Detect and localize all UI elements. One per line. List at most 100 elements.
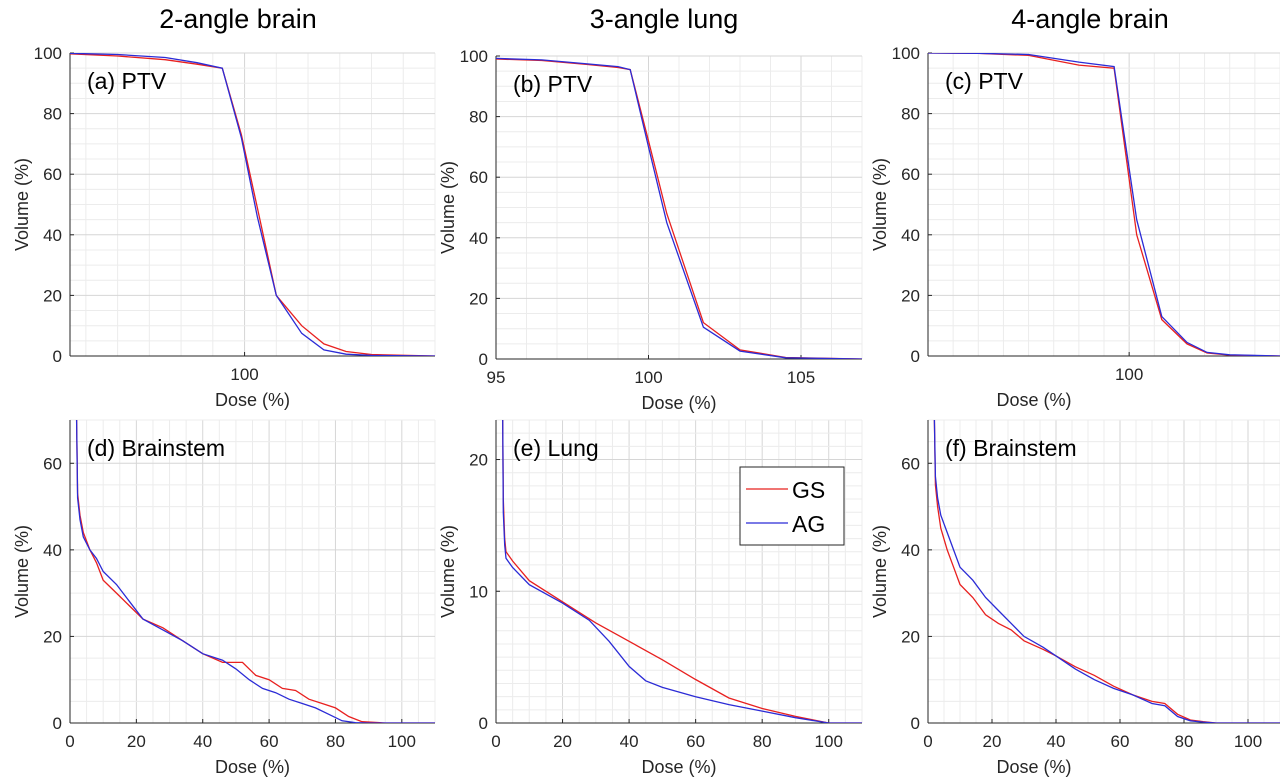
panel-a: 100 0 20 40 60 80 100 Dose (%) Volume (%) (a) PTV — [12, 44, 436, 410]
series-line-ag — [496, 57, 862, 359]
grid-b — [495, 55, 863, 360]
y-axis-label: Volume (%) — [12, 158, 32, 251]
y-axis-label: Volume (%) — [870, 158, 890, 251]
x-axis-label: Dose (%) — [215, 390, 290, 410]
series-line-gs — [933, 420, 1280, 723]
panel-label: (f) Brainstem — [945, 435, 1077, 461]
y-axis-label: Volume (%) — [12, 525, 32, 618]
x-tick-label: 60 — [260, 732, 279, 751]
y-tick-label: 80 — [43, 105, 62, 124]
column-title-2: 3-angle lung — [589, 4, 739, 34]
x-axis-label: Dose (%) — [215, 757, 290, 777]
series-line-ag — [70, 53, 435, 356]
series-line-ag — [928, 53, 1280, 356]
series-line-gs — [502, 420, 862, 723]
y-tick-label: 40 — [469, 229, 488, 248]
y-tick-label: 20 — [43, 627, 62, 646]
x-tick-label: 100 — [1234, 732, 1262, 751]
y-tick-label: 40 — [901, 226, 920, 245]
x-tick-label: 20 — [127, 732, 146, 751]
y-tick-label: 0 — [479, 714, 488, 733]
x-tick-label: 80 — [753, 732, 772, 751]
series-line-ag — [933, 420, 1280, 723]
panel-c: 100 0 20 40 60 80 100 Dose (%) Volume (%) (c) PTV — [870, 44, 1280, 410]
y-tick-label: 20 — [901, 286, 920, 305]
grid-d — [69, 419, 436, 724]
x-axis-label: Dose (%) — [641, 393, 716, 413]
y-tick-label: 60 — [901, 454, 920, 473]
grid-f — [927, 419, 1280, 724]
y-tick-label: 0 — [911, 347, 920, 366]
y-tick-label: 80 — [901, 105, 920, 124]
y-tick-label: 40 — [43, 226, 62, 245]
panel-label: (b) PTV — [513, 71, 593, 97]
x-tick-label: 100 — [1115, 365, 1143, 384]
x-axis-label: Dose (%) — [641, 757, 716, 777]
x-tick-label: 80 — [326, 732, 345, 751]
y-tick-label: 20 — [469, 289, 488, 308]
x-tick-label: 20 — [553, 732, 572, 751]
y-tick-label: 100 — [34, 44, 62, 63]
series-line-ag — [75, 420, 435, 723]
x-tick-label: 100 — [634, 368, 662, 387]
legend-box — [739, 466, 845, 546]
legend: GS AG — [739, 466, 845, 546]
y-tick-label: 100 — [460, 47, 488, 66]
grid-e — [495, 419, 863, 724]
y-tick-label: 20 — [43, 286, 62, 305]
y-tick-label: 0 — [911, 714, 920, 733]
grid-a — [70, 52, 436, 357]
panel-label: (c) PTV — [945, 68, 1024, 94]
x-tick-label: 105 — [787, 368, 815, 387]
grid-c — [927, 52, 1280, 357]
column-title-1: 2-angle brain — [159, 4, 317, 34]
series-line-gs — [75, 420, 435, 723]
x-axis-label: Dose (%) — [996, 757, 1071, 777]
series-line-gs — [70, 53, 435, 356]
x-tick-label: 0 — [65, 732, 74, 751]
x-tick-label: 100 — [815, 732, 843, 751]
legend-label-gs: GS — [792, 477, 825, 503]
panel-d: 0 20 40 60 80 100 0 20 40 60 Dose (%) Volume (%) (d)… — [12, 419, 436, 777]
y-tick-label: 60 — [43, 165, 62, 184]
x-tick-label: 95 — [487, 368, 506, 387]
legend-label-ag: AG — [792, 511, 825, 537]
panel-label: (d) Brainstem — [87, 435, 225, 461]
y-tick-label: 20 — [901, 627, 920, 646]
panel-label: (e) Lung — [513, 435, 599, 461]
y-tick-label: 0 — [53, 347, 62, 366]
x-tick-label: 0 — [923, 732, 932, 751]
panel-b: 95 100 105 0 20 40 60 80 100 Dose (%) Volume (%) (b… — [438, 47, 863, 413]
x-axis-label: Dose (%) — [996, 390, 1071, 410]
x-tick-label: 60 — [1111, 732, 1130, 751]
y-tick-label: 20 — [469, 451, 488, 470]
y-axis-label: Volume (%) — [870, 525, 890, 618]
panel-label: (a) PTV — [87, 68, 167, 94]
y-tick-label: 0 — [53, 714, 62, 733]
x-tick-label: 40 — [1047, 732, 1066, 751]
y-tick-label: 60 — [901, 165, 920, 184]
y-tick-label: 80 — [469, 108, 488, 127]
y-axis-label: Volume (%) — [438, 525, 458, 618]
y-tick-label: 60 — [469, 168, 488, 187]
y-tick-label: 0 — [479, 350, 488, 369]
y-axis-label: Volume (%) — [438, 161, 458, 254]
panel-f: 0 20 40 60 80 100 0 20 40 60 Dose (%) Volume (%) (f)… — [870, 419, 1280, 777]
x-tick-label: 80 — [1175, 732, 1194, 751]
x-tick-label: 40 — [193, 732, 212, 751]
x-tick-label: 100 — [230, 365, 258, 384]
y-tick-label: 60 — [43, 454, 62, 473]
y-tick-label: 10 — [469, 582, 488, 601]
x-tick-label: 0 — [491, 732, 500, 751]
x-tick-label: 20 — [983, 732, 1002, 751]
x-tick-label: 100 — [388, 732, 416, 751]
x-tick-label: 60 — [686, 732, 705, 751]
x-tick-label: 40 — [620, 732, 639, 751]
column-title-3: 4-angle brain — [1011, 4, 1169, 34]
y-tick-label: 40 — [901, 541, 920, 560]
y-tick-label: 40 — [43, 541, 62, 560]
series-line-ag — [502, 420, 862, 723]
y-tick-label: 100 — [892, 44, 920, 63]
